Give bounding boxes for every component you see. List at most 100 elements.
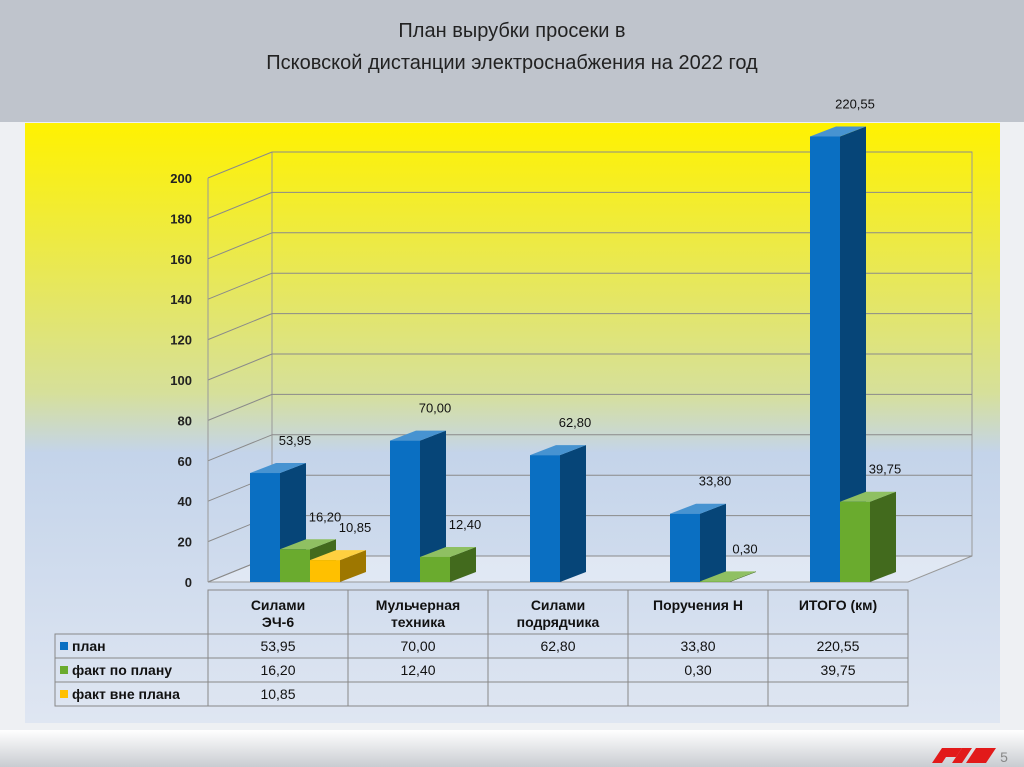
bar-side: [870, 491, 896, 582]
bar-front: [840, 501, 870, 582]
side-grid-line: [207, 393, 273, 421]
legend-swatch: [60, 690, 68, 698]
page-number: 5: [1000, 749, 1008, 765]
bar: [810, 126, 866, 582]
y-tick-label: 180: [170, 211, 192, 226]
bar-side: [700, 503, 726, 582]
category-line: ЭЧ-6: [262, 614, 294, 630]
bar-top: [420, 546, 476, 557]
bar-top: [670, 503, 726, 514]
category-line: подрядчика: [517, 614, 600, 630]
side-grid-line: [207, 434, 273, 462]
title-line: План вырубки просеки в: [398, 20, 625, 42]
table-cell: 16,20: [260, 662, 295, 678]
bar-top: [250, 463, 306, 474]
bar: [670, 503, 726, 582]
value-label: 16,20: [309, 509, 342, 524]
bar-front: [310, 560, 340, 582]
y-tick-label: 20: [178, 535, 192, 550]
y-tick-label: 100: [170, 373, 192, 388]
bar-front: [700, 581, 730, 582]
table-cell: 0,30: [684, 662, 711, 678]
bar-top: [280, 539, 336, 550]
legend-label: факт вне плана: [72, 686, 180, 702]
category-label: ИТОГО (км): [799, 597, 877, 613]
side-grid-line: [207, 313, 273, 341]
bar-front: [250, 473, 280, 582]
legend-swatch: [60, 666, 68, 674]
value-label: 62,80: [559, 415, 592, 430]
value-label: 220,55: [835, 96, 875, 111]
bar-front: [280, 549, 310, 582]
bar-front: [390, 440, 420, 582]
y-tick-label: 140: [170, 292, 192, 307]
bar-side: [840, 126, 866, 582]
bar-top: [700, 571, 756, 582]
y-tick-label: 200: [170, 171, 192, 186]
y-tick-label: 60: [178, 454, 192, 469]
table-cell: 12,40: [400, 662, 435, 678]
category-label: Мульчерная техника: [376, 597, 460, 630]
bar-top: [310, 550, 366, 561]
bar: [310, 550, 366, 582]
category-label: Силами ЭЧ-6: [251, 597, 305, 630]
footer-band: [0, 730, 1024, 767]
category-label: Поручения Н: [653, 597, 743, 613]
bar-front: [530, 455, 560, 582]
value-label: 12,40: [449, 517, 482, 532]
value-label: 39,75: [869, 462, 902, 477]
legend-label: план: [72, 638, 106, 654]
logo: [932, 748, 996, 763]
side-grid-line: [207, 151, 273, 179]
side-grid-line: [207, 272, 273, 300]
value-label: 70,00: [419, 401, 452, 416]
bar-side: [420, 430, 446, 582]
y-tick-label: 40: [178, 494, 192, 509]
category-line: Силами: [251, 597, 305, 613]
bar-top: [840, 491, 896, 502]
y-tick-label: 0: [185, 575, 192, 590]
bar-top: [810, 126, 866, 137]
y-tick-label: 120: [170, 333, 192, 348]
bar-side: [560, 445, 586, 582]
value-label: 53,95: [279, 433, 312, 448]
side-grid-line: [207, 191, 273, 219]
bar: [700, 571, 756, 582]
category-line: Мульчерная: [376, 597, 460, 613]
category-label: Силами подрядчика: [517, 597, 600, 630]
header-band: [0, 0, 1024, 122]
bar-front: [670, 513, 700, 582]
table-cell: 33,80: [680, 638, 715, 654]
table-cell: 70,00: [400, 638, 435, 654]
side-grid-line: [207, 232, 273, 260]
table-cell: 53,95: [260, 638, 295, 654]
legend-swatch: [60, 642, 68, 650]
bar: [840, 491, 896, 582]
category-line: техника: [391, 614, 445, 630]
value-label: 33,80: [699, 474, 732, 489]
table-cell: 10,85: [260, 686, 295, 702]
value-label: 10,85: [339, 520, 372, 535]
bar-front: [810, 136, 840, 582]
title-line: Псковской дистанции электроснабжения на …: [266, 52, 758, 74]
y-tick-label: 160: [170, 252, 192, 267]
bar-front: [420, 556, 450, 582]
bar-top: [530, 445, 586, 456]
y-tick-label: 80: [178, 413, 192, 428]
bar-side: [340, 550, 366, 582]
category-line: Силами: [531, 597, 585, 613]
value-label: 0,30: [732, 541, 757, 556]
bar: [530, 445, 586, 582]
bar-side: [450, 546, 476, 582]
side-grid-line: [207, 353, 273, 381]
table-cell: 62,80: [540, 638, 575, 654]
bar-side: [730, 571, 756, 582]
table-cell: 39,75: [820, 662, 855, 678]
legend-label: факт по плану: [72, 662, 172, 678]
bar: [420, 546, 476, 582]
bar-top: [390, 430, 446, 441]
bar: [390, 430, 446, 582]
table-cell: 220,55: [817, 638, 860, 654]
